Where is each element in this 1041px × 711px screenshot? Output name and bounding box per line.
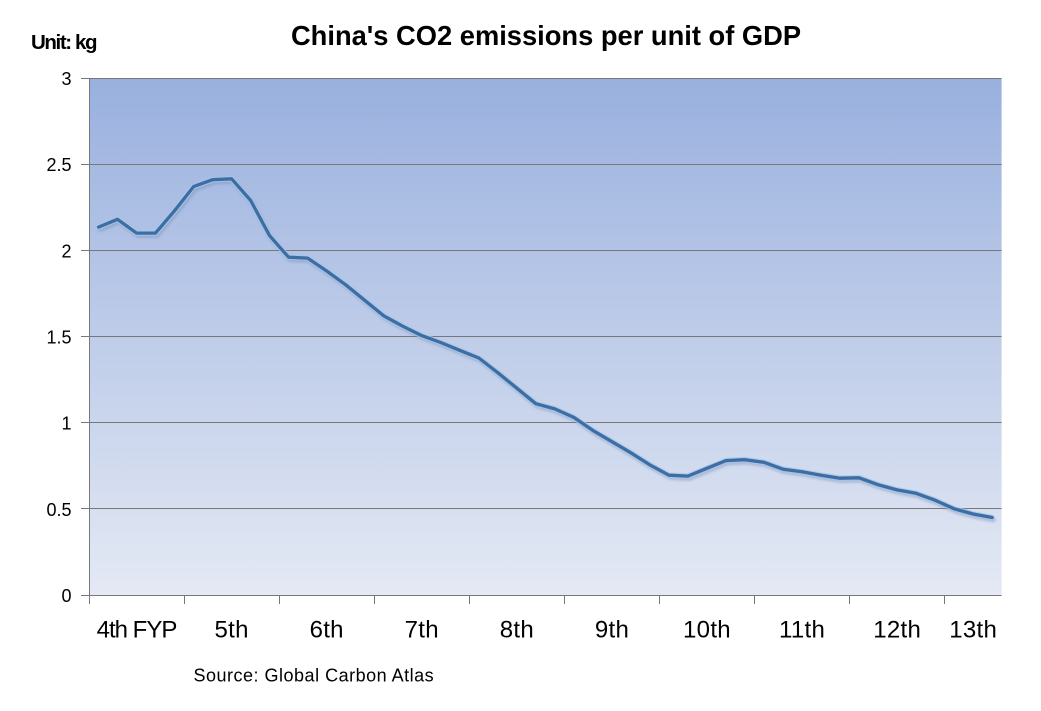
svg-text:7th: 7th [405,616,439,643]
svg-text:13th: 13th [949,616,997,643]
svg-text:1: 1 [61,414,71,434]
svg-text:12th: 12th [873,616,921,643]
svg-text:9th: 9th [595,616,629,643]
svg-text:10th: 10th [683,616,731,643]
svg-text:0: 0 [61,586,71,606]
svg-text:11th: 11th [779,616,825,643]
svg-text:2.5: 2.5 [46,155,71,175]
svg-text:0.5: 0.5 [46,500,71,520]
svg-text:1.5: 1.5 [46,328,71,348]
svg-text:2: 2 [61,241,71,261]
svg-text:8th: 8th [500,616,534,643]
svg-text:Unit: kg: Unit: kg [31,31,97,54]
svg-text:5th: 5th [214,616,248,643]
svg-text:4th FYP: 4th FYP [97,616,177,643]
svg-text:3: 3 [61,69,71,89]
svg-text:Source: Global Carbon Atlas: Source: Global Carbon Atlas [194,666,435,686]
svg-text:China's CO2 emissions per unit: China's CO2 emissions per unit of GDP [291,20,801,51]
svg-text:6th: 6th [310,616,344,643]
